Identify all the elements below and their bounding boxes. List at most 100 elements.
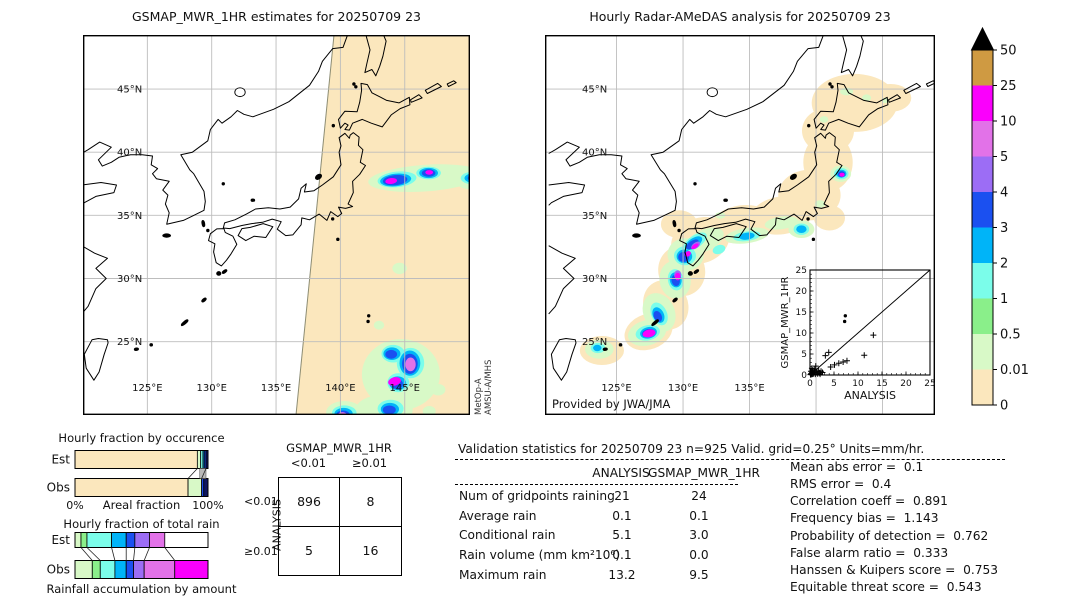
contingency-row-label-ge: ≥0.01 (244, 545, 278, 558)
svg-text:0%: 0% (66, 499, 83, 512)
svg-text:130°E: 130°E (196, 383, 226, 394)
summary-stat-line: Hanssen & Kuipers score = 0.753 (790, 563, 998, 577)
left-map-title: GSMAP_MWR_1HR estimates for 20250709 23 (132, 9, 421, 24)
svg-text:140°E: 140°E (325, 383, 355, 394)
contingency-cell-hit-rain: 16 (362, 543, 379, 559)
svg-text:25: 25 (796, 266, 807, 276)
validation-row-label: Maximum rain (459, 567, 547, 582)
colorbar-segments (972, 50, 993, 406)
svg-text:25°N: 25°N (117, 337, 142, 348)
map-frame (83, 35, 470, 415)
validation-gsmap-value: 3.0 (689, 528, 709, 543)
validation-analysis-value: 5.1 (612, 528, 632, 543)
svg-text:Hourly fraction by occurence: Hourly fraction by occurence (58, 431, 224, 445)
svg-text:15: 15 (796, 308, 807, 318)
summary-stat-line: Frequency bias = 1.143 (790, 511, 939, 526)
coastlines (548, 35, 935, 381)
svg-text:135°E: 135°E (734, 383, 764, 394)
svg-text:0: 0 (1000, 399, 1008, 414)
svg-text:15: 15 (876, 379, 887, 389)
validation-gsmap-value: 0.0 (689, 548, 709, 563)
contingency-cell-hit-dry: 896 (279, 478, 340, 527)
connector-band (199, 468, 207, 479)
svg-text:125°E: 125°E (132, 383, 162, 394)
svg-text:3: 3 (1000, 221, 1008, 236)
svg-text:0.5: 0.5 (1000, 328, 1021, 343)
svg-text:30°N: 30°N (117, 274, 142, 285)
summary-stat-line: False alarm ratio = 0.333 (790, 545, 949, 560)
svg-text:135°E: 135°E (261, 383, 291, 394)
svg-text:ANALYSIS: ANALYSIS (844, 389, 896, 402)
dashed-rule-top (455, 459, 1005, 460)
radar-amedas-map: 45°N 40°N 35°N 30°N 25°N 125°E 130°E 135°E 00 5 5 1… (545, 35, 935, 415)
svg-text:40°N: 40°N (582, 148, 607, 159)
contingency-row-label-lt: <0.01 (244, 495, 278, 508)
svg-text:20: 20 (796, 287, 808, 297)
fraction-bar-obs (74, 560, 209, 579)
svg-text:5: 5 (801, 350, 807, 360)
validation-row-label: Average rain (459, 508, 537, 523)
validation-col-analysis: ANALYSIS (592, 466, 650, 480)
svg-text:10: 10 (1000, 115, 1017, 130)
svg-text:25°N: 25°N (582, 337, 607, 348)
validation-row-label: Conditional rain (459, 528, 556, 543)
svg-text:145°E: 145°E (390, 383, 420, 394)
radar-attribution: Provided by JWA/JMA (552, 397, 671, 411)
svg-text:125°E: 125°E (601, 383, 631, 394)
colorbar-overflow-triangle (970, 26, 995, 51)
summary-stat-line: Mean abs error = 0.1 (790, 459, 924, 474)
coastlines (83, 35, 457, 381)
inset-scatter-plot: 00 5 5 10 10 15 15 20 20 25 25 ANALYSIS GSMAP_MWR_1H… (780, 266, 935, 402)
svg-text:40°N: 40°N (117, 148, 142, 159)
svg-text:100%: 100% (192, 499, 223, 512)
validation-gsmap-value: 24 (691, 489, 707, 503)
map-tick-labels: 45°N 40°N 35°N 30°N 25°N 125°E 130°E 135°E 140°E… (117, 85, 420, 394)
validation-row-label: Rain volume (mm km²10⁶) (459, 548, 621, 563)
map-tick-labels: 45°N 40°N 35°N 30°N 25°N 125°E 130°E 135°E (582, 85, 765, 394)
svg-text:Hourly fraction of total rain: Hourly fraction of total rain (63, 517, 219, 531)
svg-text:0: 0 (801, 371, 807, 381)
svg-text:50: 50 (1000, 44, 1017, 59)
svg-text:Areal fraction: Areal fraction (103, 498, 181, 512)
svg-text:10: 10 (796, 329, 808, 339)
summary-stat-line: Correlation coeff = 0.891 (790, 494, 948, 508)
gsmap-estimate-map: 45°N 40°N 35°N 30°N 25°N 125°E 130°E 135°E 140°E… (83, 35, 470, 415)
svg-text:1: 1 (1000, 292, 1008, 307)
contingency-cell-miss: 5 (279, 526, 340, 575)
map-frame (545, 35, 935, 415)
contingency-column-group-label: GSMAP_MWR_1HR (286, 441, 392, 455)
gridlines (83, 35, 470, 415)
svg-text:25: 25 (1000, 79, 1017, 94)
svg-text:GSMAP_MWR_1HR: GSMAP_MWR_1HR (780, 277, 791, 369)
svg-text:Est: Est (51, 533, 70, 547)
svg-text:35°N: 35°N (582, 211, 607, 222)
validation-title: Validation statistics for 20250709 23 n=… (458, 442, 925, 456)
validation-gsmap-value: 9.5 (689, 567, 709, 582)
svg-text:130°E: 130°E (668, 383, 698, 394)
dashed-rule-header (455, 484, 738, 485)
identity-line (809, 269, 931, 376)
fraction-bar-est (74, 450, 209, 469)
attribution-line1: MetOp-A (474, 378, 484, 415)
svg-text:35°N: 35°N (117, 211, 142, 222)
svg-text:Obs: Obs (47, 563, 70, 577)
satellite-attribution: MetOp-A AMSU-A/MHS (474, 325, 494, 415)
validation-analysis-value: 0.1 (612, 548, 632, 563)
attribution-line2: AMSU-A/MHS (484, 359, 494, 415)
svg-text:25: 25 (924, 379, 935, 389)
gridlines (545, 35, 935, 415)
svg-text:5: 5 (831, 379, 837, 389)
validation-analysis-value: 21 (614, 489, 630, 503)
svg-text:5: 5 (1000, 150, 1008, 165)
precipitation-colorbar: 50 25 10 5 4 3 2 1 0.5 0.01 0 (970, 26, 1029, 414)
scatter-points (807, 332, 877, 378)
svg-text:Rainfall accumulation by amoun: Rainfall accumulation by amount (47, 582, 237, 596)
svg-text:20: 20 (900, 379, 912, 389)
validation-analysis-value: 0.1 (612, 508, 632, 523)
svg-text:0.01: 0.01 (1000, 363, 1029, 378)
contingency-col-label-ge: ≥0.01 (351, 456, 388, 470)
svg-text:Obs: Obs (47, 481, 70, 495)
right-map-title: Hourly Radar-AMeDAS analysis for 2025070… (589, 9, 891, 24)
svg-text:2: 2 (1000, 257, 1008, 272)
